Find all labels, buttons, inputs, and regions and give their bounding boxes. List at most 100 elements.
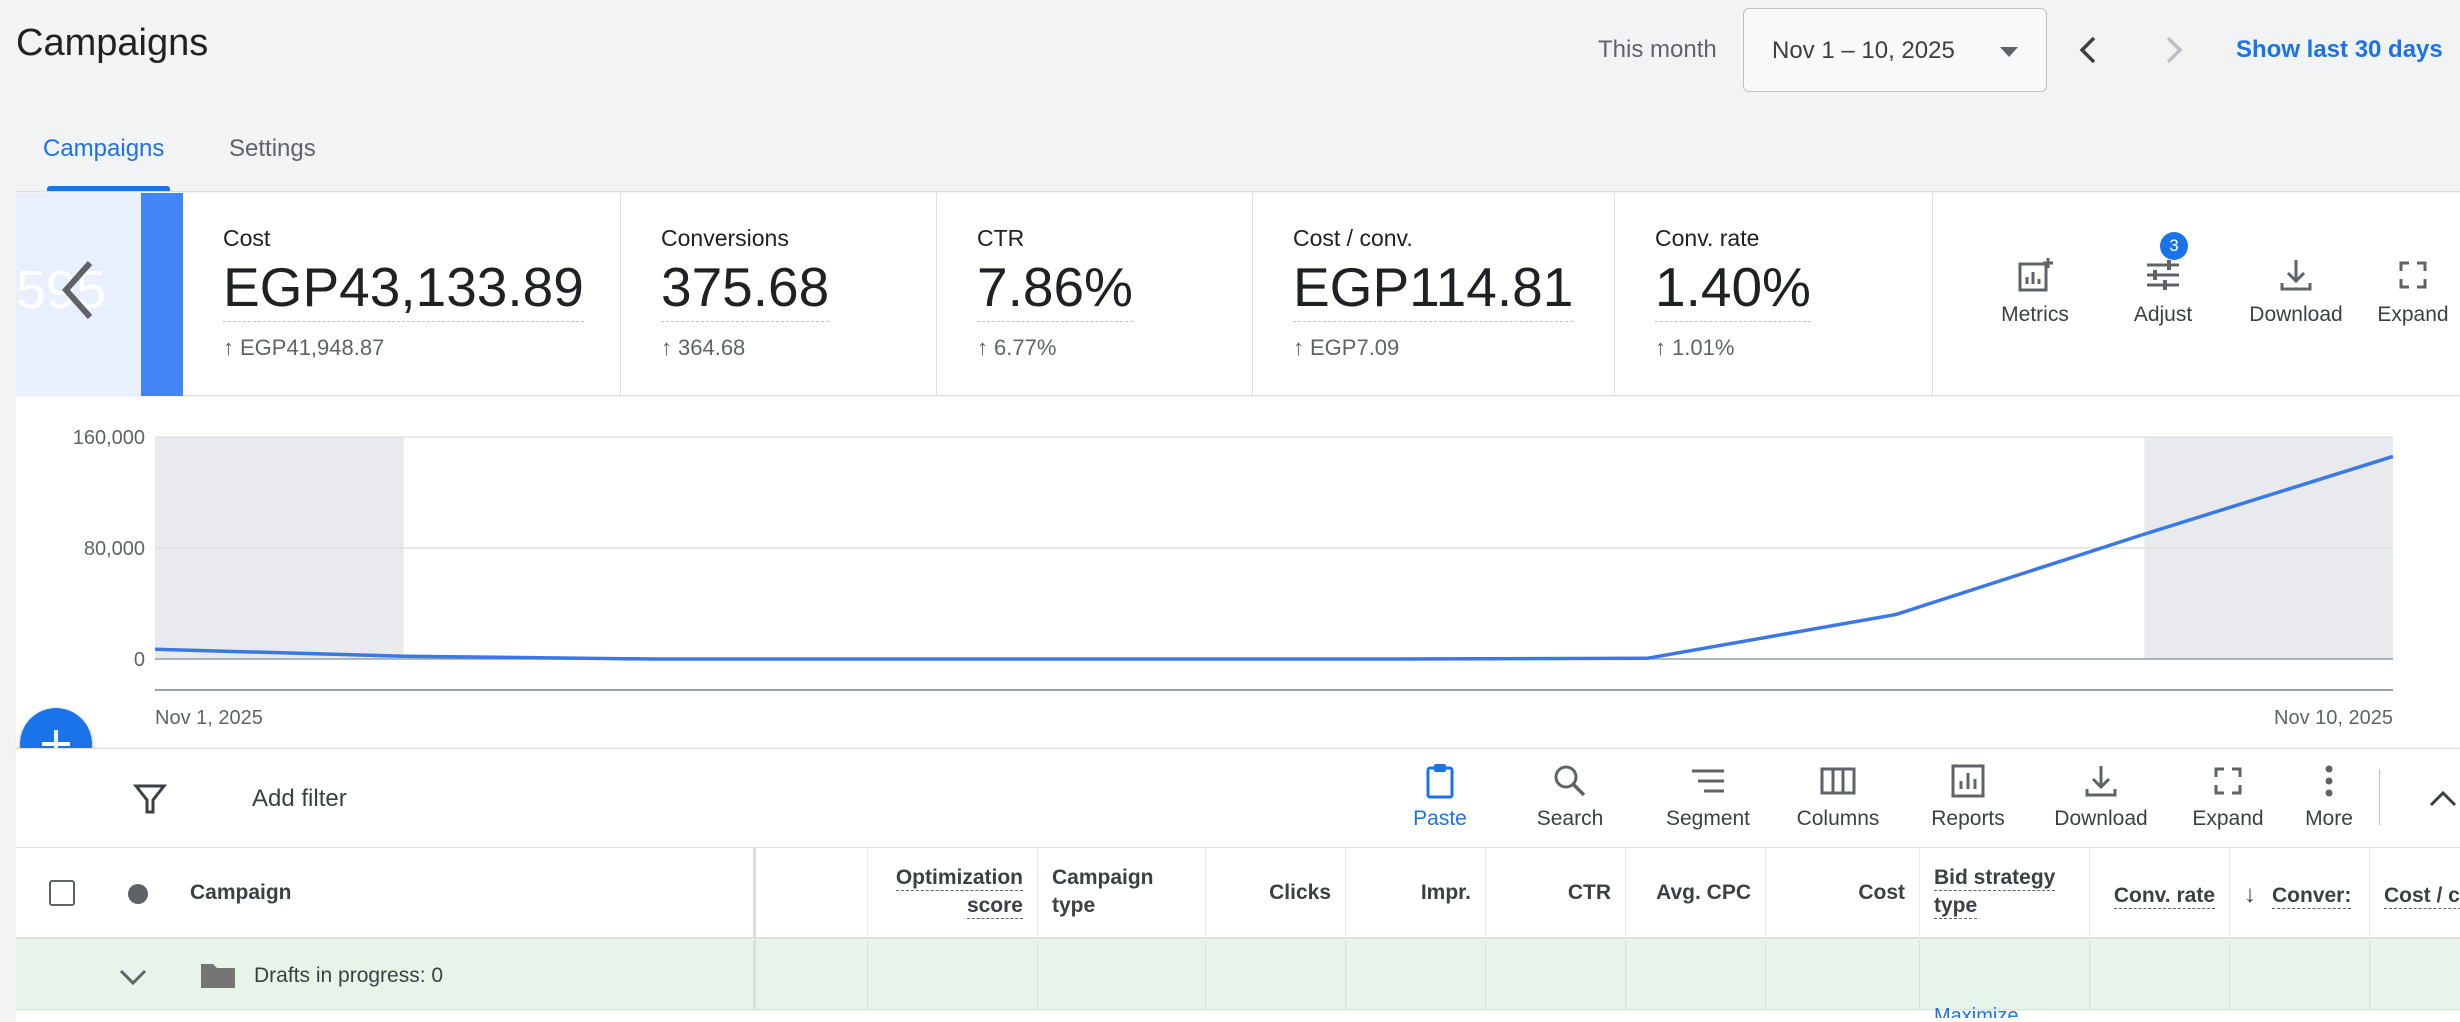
column-label-line2: type <box>1052 894 1096 917</box>
search-label: Search <box>1536 807 1604 830</box>
adjust-count-badge: 3 <box>2160 232 2188 260</box>
column-header-cost-per-conv[interactable]: Cost / cor <box>2370 848 2460 939</box>
adjust-label: Adjust <box>2133 303 2193 326</box>
segment-label: Segment <box>1665 807 1751 830</box>
column-header-optimization-score[interactable]: Optimization score <box>868 848 1038 939</box>
column-label: Bid strategy <box>1934 866 2056 891</box>
download-label: Download <box>2054 807 2148 830</box>
scorecard-conv-rate[interactable]: Conv. rate 1.40% ↑ 1.01% <box>1615 193 1933 396</box>
drafts-cell <box>1766 940 1920 1010</box>
scorecard-ctr[interactable]: CTR 7.86% ↑ 6.77% <box>937 193 1253 396</box>
column-label: Avg. CPC <box>1656 881 1751 904</box>
scorecard-delta-value: 1.01% <box>1672 335 1735 360</box>
column-label: Campaign <box>1052 866 1154 889</box>
arrow-up-icon: ↑ <box>1293 335 1304 360</box>
drafts-cell <box>2230 940 2370 1010</box>
scorecard-delta: ↑ EGP7.09 <box>1293 335 1399 361</box>
paste-button[interactable]: Paste <box>1395 761 1485 831</box>
column-header-impr[interactable]: Impr. <box>1346 848 1486 939</box>
chart-expand-button[interactable]: Expand <box>2366 255 2460 327</box>
column-header-clicks[interactable]: Clicks <box>1206 848 1346 939</box>
column-header-ctr[interactable]: CTR <box>1486 848 1626 939</box>
previous-period-icon[interactable] <box>2069 30 2109 70</box>
column-header-avg-cpc[interactable]: Avg. CPC <box>1626 848 1766 939</box>
scorecard-delta: ↑ EGP41,948.87 <box>223 335 384 361</box>
download-icon <box>2085 766 2117 797</box>
drafts-cell <box>2090 940 2230 1010</box>
column-label: Optimization <box>895 866 1023 891</box>
column-label: Conv. rate <box>2113 884 2215 909</box>
metrics-button[interactable]: Metrics <box>1978 255 2092 327</box>
next-period-icon[interactable] <box>2153 30 2193 70</box>
scorecard-selected-stripe <box>141 193 183 396</box>
column-header-cost[interactable]: Cost <box>1766 848 1920 939</box>
column-label: CTR <box>1567 881 1611 904</box>
more-vert-icon <box>2325 765 2333 797</box>
scorecard-delta-value: EGP41,948.87 <box>240 335 385 360</box>
search-button[interactable]: Search <box>1525 761 1615 831</box>
columns-button[interactable]: Columns <box>1783 761 1893 831</box>
column-label: Cost <box>1858 881 1905 904</box>
chevron-up-icon[interactable] <box>2426 781 2460 815</box>
table-download-button[interactable]: Download <box>2036 761 2166 831</box>
column-header-conversions[interactable]: ↓ Conver: <box>2230 848 2370 939</box>
column-header-campaign-type[interactable]: Campaign type <box>1038 848 1206 939</box>
scorecard-delta-value: 364.68 <box>678 335 746 360</box>
filter-icon[interactable] <box>130 779 170 819</box>
reports-button[interactable]: Reports <box>1913 761 2023 831</box>
column-header-conv-rate[interactable]: Conv. rate <box>2090 848 2230 939</box>
metrics-label: Metrics <box>2001 303 2069 326</box>
chevron-left-icon[interactable] <box>58 255 98 325</box>
drafts-cell <box>1626 940 1766 1010</box>
scorecard-cost-per-conv[interactable]: Cost / conv. EGP114.81 ↑ EGP7.09 <box>1253 193 1615 396</box>
add-filter-button[interactable]: Add filter <box>252 785 347 812</box>
table-expand-button[interactable]: Expand <box>2178 761 2278 831</box>
columns-label: Columns <box>1796 807 1880 830</box>
scorecard-prev[interactable]: 595 <box>16 193 141 396</box>
scorecard-cost[interactable]: Cost EGP43,133.89 ↑ EGP41,948.87 <box>183 193 621 396</box>
date-range-label: This month <box>1598 36 1717 63</box>
scorecard-conversions[interactable]: Conversions 375.68 ↑ 364.68 <box>621 193 937 396</box>
column-header-bid-strategy-type[interactable]: Bid strategy type <box>1920 848 2090 939</box>
arrow-up-icon: ↑ <box>1655 335 1666 360</box>
y-tick-label: 160,000 <box>73 427 145 449</box>
tab-settings[interactable]: Settings <box>229 135 316 162</box>
column-header-blank <box>756 848 868 939</box>
download-label: Download <box>2249 303 2343 326</box>
more-button[interactable]: More <box>2289 761 2369 831</box>
scorecard-value: EGP43,133.89 <box>223 255 584 322</box>
scorecard-delta: ↑ 6.77% <box>977 335 1056 361</box>
segment-button[interactable]: Segment <box>1653 761 1763 831</box>
scorecard-value: EGP114.81 <box>1293 255 1574 322</box>
drafts-label[interactable]: Drafts in progress: 0 <box>254 964 444 987</box>
arrow-down-sort-icon: ↓ <box>2244 881 2256 908</box>
tune-icon <box>2147 260 2179 290</box>
chart-download-button[interactable]: Download <box>2234 255 2358 327</box>
metrics-add-icon <box>2018 258 2053 292</box>
column-label-line2: score <box>966 894 1023 919</box>
date-range-picker[interactable]: Nov 1 – 10, 2025 <box>1743 8 2047 92</box>
scorecard-label: Cost / conv. <box>1293 225 1413 251</box>
expand-label: Expand <box>2377 303 2449 326</box>
table-row[interactable]: Maximize <box>16 1007 2460 1022</box>
column-header-campaign[interactable]: Campaign <box>142 848 756 939</box>
folder-icon <box>201 964 235 988</box>
drafts-cell <box>1206 940 1346 1010</box>
chevron-down-icon[interactable] <box>116 960 150 994</box>
scorecard-label: Cost <box>223 225 271 251</box>
date-range-value: Nov 1 – 10, 2025 <box>1772 37 1955 64</box>
tab-campaigns[interactable]: Campaigns <box>43 135 165 162</box>
drafts-cell <box>1038 940 1206 1010</box>
status-dot-icon <box>128 884 148 904</box>
bid-strategy-link[interactable]: Maximize <box>1934 1007 2019 1018</box>
search-icon <box>1554 765 1586 797</box>
adjust-button[interactable]: Adjust <box>2106 255 2220 327</box>
scorecard-label: Conversions <box>661 225 789 251</box>
select-all-checkbox[interactable] <box>49 880 75 906</box>
scorecard-value: 1.40% <box>1655 255 1811 322</box>
drafts-cell <box>756 940 868 1010</box>
reports-icon <box>1951 764 1985 798</box>
scorecard-strip: 595 Cost EGP43,133.89 ↑ EGP41,948.87 Conv… <box>16 193 2460 396</box>
show-last-30-days-link[interactable]: Show last 30 days <box>2236 36 2443 63</box>
column-label: Clicks <box>1269 881 1331 904</box>
